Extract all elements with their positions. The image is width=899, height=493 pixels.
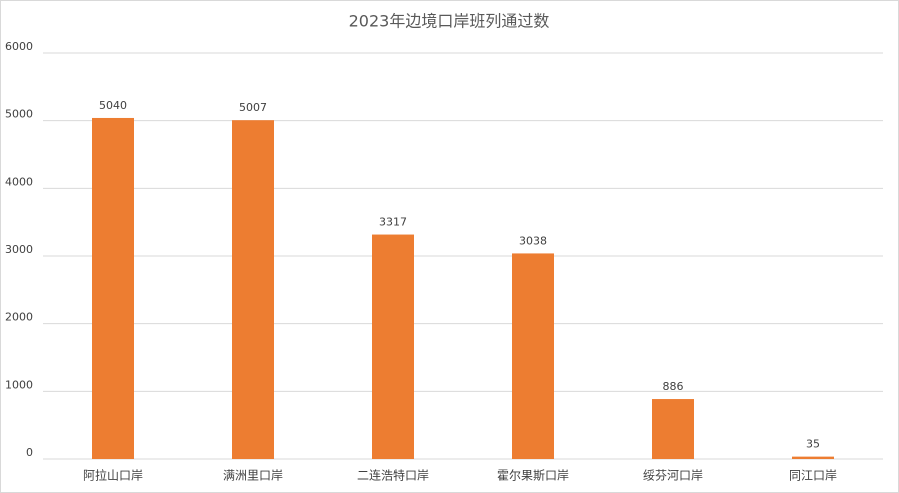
x-tick-label: 绥芬河口岸 — [643, 469, 703, 483]
data-label: 35 — [806, 438, 820, 451]
data-label: 886 — [663, 380, 684, 393]
data-label: 5040 — [99, 99, 127, 112]
x-tick-label: 满洲里口岸 — [223, 469, 283, 483]
y-tick-label: 1000 — [5, 378, 33, 391]
y-tick-label: 3000 — [5, 243, 33, 256]
data-label: 3317 — [379, 216, 407, 229]
x-tick-label: 二连浩特口岸 — [357, 468, 429, 483]
bar — [792, 456, 834, 459]
bar — [512, 253, 554, 459]
x-tick-label: 同江口岸 — [789, 469, 837, 483]
bar — [232, 120, 274, 460]
y-tick-label: 2000 — [5, 311, 33, 324]
bar — [92, 117, 134, 460]
bar — [652, 399, 694, 459]
x-tick-label: 霍尔果斯口岸 — [497, 468, 569, 483]
y-tick-label: 4000 — [5, 175, 33, 188]
x-tick-label: 阿拉山口岸 — [83, 468, 143, 483]
y-tick-label: 5000 — [5, 108, 33, 121]
chart-title: 2023年边境口岸班列通过数 — [349, 12, 550, 31]
bar — [372, 234, 414, 459]
data-label: 5007 — [239, 101, 267, 114]
y-tick-label: 6000 — [5, 40, 33, 53]
y-tick-label: 0 — [26, 446, 33, 459]
data-label: 3038 — [519, 234, 547, 247]
